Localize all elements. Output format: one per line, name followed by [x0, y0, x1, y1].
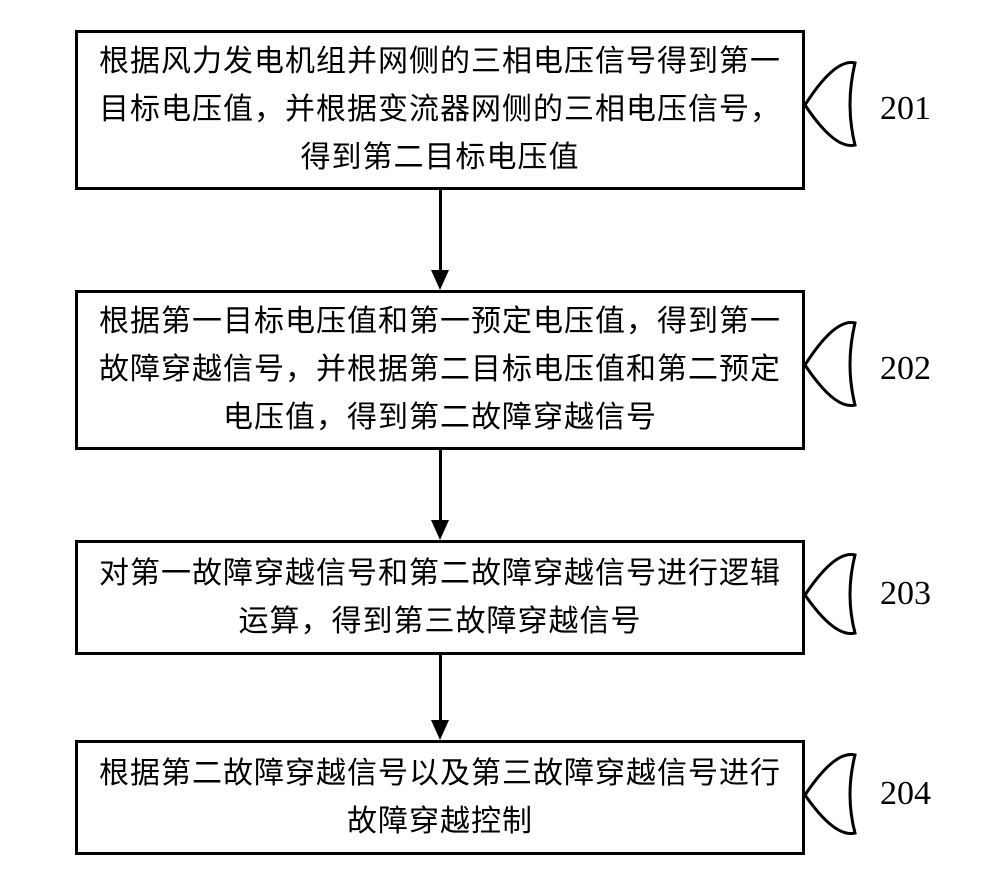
step-label-1: 201: [880, 90, 931, 128]
step-box-4: 根据第二故障穿越信号以及第三故障穿越信号进行故障穿越控制: [75, 740, 805, 855]
step-text-1: 根据风力发电机组并网侧的三相电压信号得到第一目标电压值，并根据变流器网侧的三相电…: [98, 38, 782, 182]
step-label-2: 202: [880, 350, 931, 388]
arrow-1: [439, 190, 442, 270]
arrow-head-2: [431, 520, 449, 540]
curve-connector-2: [805, 318, 880, 413]
curve-connector-1: [805, 58, 880, 153]
step-box-3: 对第一故障穿越信号和第二故障穿越信号进行逻辑运算，得到第三故障穿越信号: [75, 540, 805, 655]
step-text-3: 对第一故障穿越信号和第二故障穿越信号进行逻辑运算，得到第三故障穿越信号: [98, 550, 782, 646]
arrow-3: [439, 655, 442, 720]
step-box-1: 根据风力发电机组并网侧的三相电压信号得到第一目标电压值，并根据变流器网侧的三相电…: [75, 30, 805, 190]
curve-connector-4: [805, 750, 880, 840]
curve-connector-3: [805, 550, 880, 640]
step-box-2: 根据第一目标电压值和第一预定电压值，得到第一故障穿越信号，并根据第二目标电压值和…: [75, 290, 805, 450]
step-label-3: 203: [880, 575, 931, 613]
step-label-4: 204: [880, 775, 931, 813]
arrow-2: [439, 450, 442, 520]
step-text-2: 根据第一目标电压值和第一预定电压值，得到第一故障穿越信号，并根据第二目标电压值和…: [98, 298, 782, 442]
step-text-4: 根据第二故障穿越信号以及第三故障穿越信号进行故障穿越控制: [98, 750, 782, 846]
arrow-head-1: [431, 270, 449, 290]
arrow-head-3: [431, 720, 449, 740]
flowchart-container: 根据风力发电机组并网侧的三相电压信号得到第一目标电压值，并根据变流器网侧的三相电…: [0, 0, 1000, 870]
